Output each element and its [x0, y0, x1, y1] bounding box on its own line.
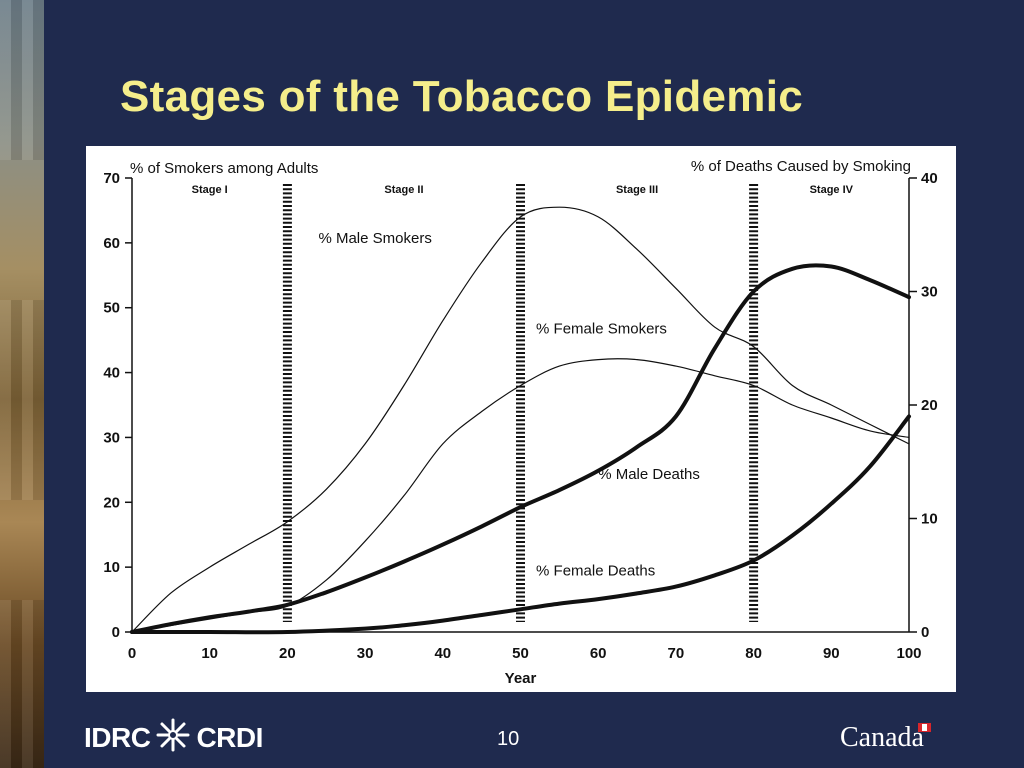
right-y-tick-label: 30: [921, 284, 938, 301]
left-y-axis-title: % of Smokers among Adults: [130, 160, 318, 177]
right-y-tick-label: 20: [921, 397, 938, 414]
left-y-tick-label: 0: [112, 624, 120, 641]
x-tick-label: 70: [668, 645, 685, 662]
right-y-tick-label: 40: [921, 170, 938, 187]
right-y-tick-label: 10: [921, 511, 938, 528]
slide-title: Stages of the Tobacco Epidemic: [120, 72, 803, 121]
stage-label: Stage III: [616, 184, 658, 196]
series-line-male-smokers: [131, 206, 910, 633]
stage-label: Stage IV: [810, 184, 854, 196]
x-tick-label: 80: [745, 645, 762, 662]
stage-dividers: [282, 184, 759, 622]
series-line-male-deaths: [130, 263, 911, 634]
chart-labels: Stage I Stage II Stage III Stage IV % Male S…: [192, 184, 854, 579]
stage-label: Stage II: [384, 184, 423, 196]
series-label-male-smokers: % Male Smokers: [318, 230, 431, 247]
tobacco-epidemic-chart: 0 10 20 30 40 50 60 70 0 10 20 30 40 0 10 20 30 40 50 60 70 8…: [103, 158, 937, 687]
series-label-male-deaths: % Male Deaths: [598, 466, 700, 483]
series-label-female-deaths: % Female Deaths: [536, 562, 655, 579]
left-y-tick-label: 70: [103, 170, 120, 187]
left-y-tick-label: 60: [103, 235, 120, 252]
side-strip-pixel-block: [0, 300, 44, 500]
left-y-tick-label: 30: [103, 429, 120, 446]
x-tick-label: 90: [823, 645, 840, 662]
logo-right-text: CRDI: [196, 722, 263, 753]
left-y-tick-label: 40: [103, 365, 120, 382]
side-strip-pixel-block: [0, 0, 44, 160]
x-axis-title: Year: [505, 670, 537, 687]
page-number: 10: [497, 728, 520, 750]
left-y-tick-label: 10: [103, 559, 120, 576]
decorative-side-strip: [0, 0, 44, 768]
right-y-tick-label: 0: [921, 624, 929, 641]
right-y-axis-title: % of Deaths Caused by Smoking: [691, 158, 911, 175]
stage-label: Stage I: [192, 184, 228, 196]
axes: 0 10 20 30 40 50 60 70 0 10 20 30 40 0 10 20 30 40 50 60 70 8…: [103, 158, 937, 687]
x-tick-label: 20: [279, 645, 296, 662]
side-strip-pixel-block: [0, 600, 44, 768]
canada-wordmark: Canada: [840, 722, 924, 753]
x-tick-label: 40: [434, 645, 451, 662]
chart-panel: 0 10 20 30 40 50 60 70 0 10 20 30 40 0 10 20 30 40 50 60 70 8…: [86, 146, 956, 692]
x-tick-label: 0: [128, 645, 136, 662]
left-y-tick-label: 50: [103, 300, 120, 317]
left-y-tick-label: 20: [103, 494, 120, 511]
x-tick-label: 100: [896, 645, 921, 662]
idrc-crdi-logo: IDRC CRDI: [84, 716, 263, 760]
series-line-female-deaths: [130, 414, 911, 635]
x-tick-label: 30: [357, 645, 374, 662]
series-lines: [130, 206, 911, 635]
x-tick-label: 50: [512, 645, 529, 662]
canada-flag-icon: [918, 723, 931, 732]
series-label-female-smokers: % Female Smokers: [536, 321, 667, 338]
x-tick-label: 60: [590, 645, 607, 662]
logo-left-text: IDRC: [84, 722, 151, 753]
x-tick-label: 10: [201, 645, 218, 662]
snowflake-star-icon: [156, 718, 190, 759]
